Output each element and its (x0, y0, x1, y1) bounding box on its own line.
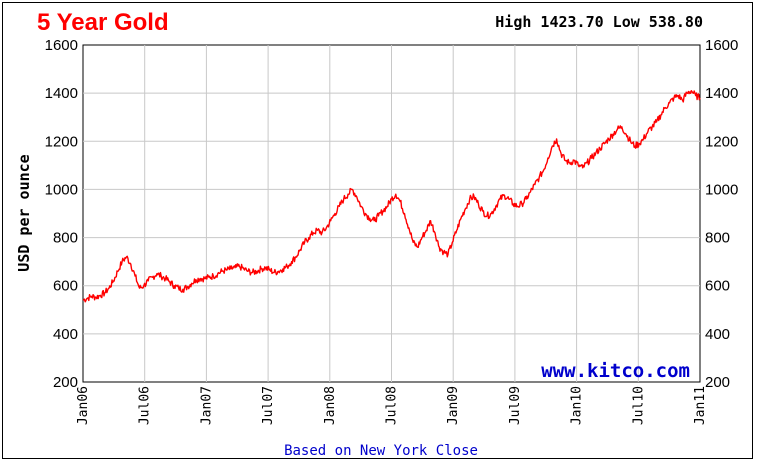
footer-note: Based on New York Close (284, 443, 478, 459)
x-tick-label: Jan06 (76, 386, 91, 425)
y-tick-label-left: 200 (53, 374, 78, 391)
y-tick-label-left: 400 (53, 326, 78, 343)
x-tick-label: Jan07 (199, 386, 214, 425)
y-tick-label-right: 1600 (705, 37, 738, 54)
y-tick-label-left: 1400 (45, 85, 78, 102)
x-tick-label: Jan11 (693, 386, 708, 425)
x-tick-label: Jan08 (323, 386, 338, 425)
y-axis-label: USD per ounce (15, 154, 33, 271)
y-tick-label-left: 600 (53, 278, 78, 295)
x-tick-label: Jul09 (508, 386, 523, 425)
y-tick-label-right: 1400 (705, 85, 738, 102)
y-axis-left-ticks: 200 400 600 800 1000 1200 1400 1600 (45, 37, 78, 391)
y-tick-label-left: 800 (53, 230, 78, 247)
x-tick-label: Jul07 (261, 386, 276, 425)
y-tick-label-right: 1000 (705, 181, 738, 198)
y-tick-label-right: 400 (705, 326, 730, 343)
y-tick-label-left: 1600 (45, 37, 78, 54)
y-tick-label-right: 600 (705, 278, 730, 295)
chart-frame: 5 Year Gold High 1423.70 Low 538.80 200 4… (2, 2, 753, 459)
watermark: www.kitco.com (541, 360, 690, 382)
y-tick-label-right: 200 (705, 374, 730, 391)
x-axis-ticks: Jan06 Jul06 Jan07 Jul07 Jan08 Jul08 Jan09 Jul09… (76, 386, 708, 425)
y-axis-right-ticks: 200 400 600 800 1000 1200 1400 1600 (705, 37, 738, 391)
y-tick-label-right: 800 (705, 230, 730, 247)
x-tick-label: Jan09 (446, 386, 461, 425)
gold-price-series-line (82, 90, 701, 303)
gold-price-chart: 5 Year Gold High 1423.70 Low 538.80 200 4… (15, 9, 738, 459)
x-tick-label: Jul06 (138, 386, 153, 425)
high-low-readout: High 1423.70 Low 538.80 (495, 13, 703, 31)
y-tick-label-left: 1000 (45, 181, 78, 198)
x-tick-label: Jan10 (570, 386, 585, 425)
y-tick-label-right: 1200 (705, 133, 738, 150)
chart-title: 5 Year Gold (37, 9, 169, 36)
y-tick-label-left: 1200 (45, 133, 78, 150)
x-tick-label: Jul08 (385, 386, 400, 425)
x-tick-label: Jul10 (631, 386, 646, 425)
